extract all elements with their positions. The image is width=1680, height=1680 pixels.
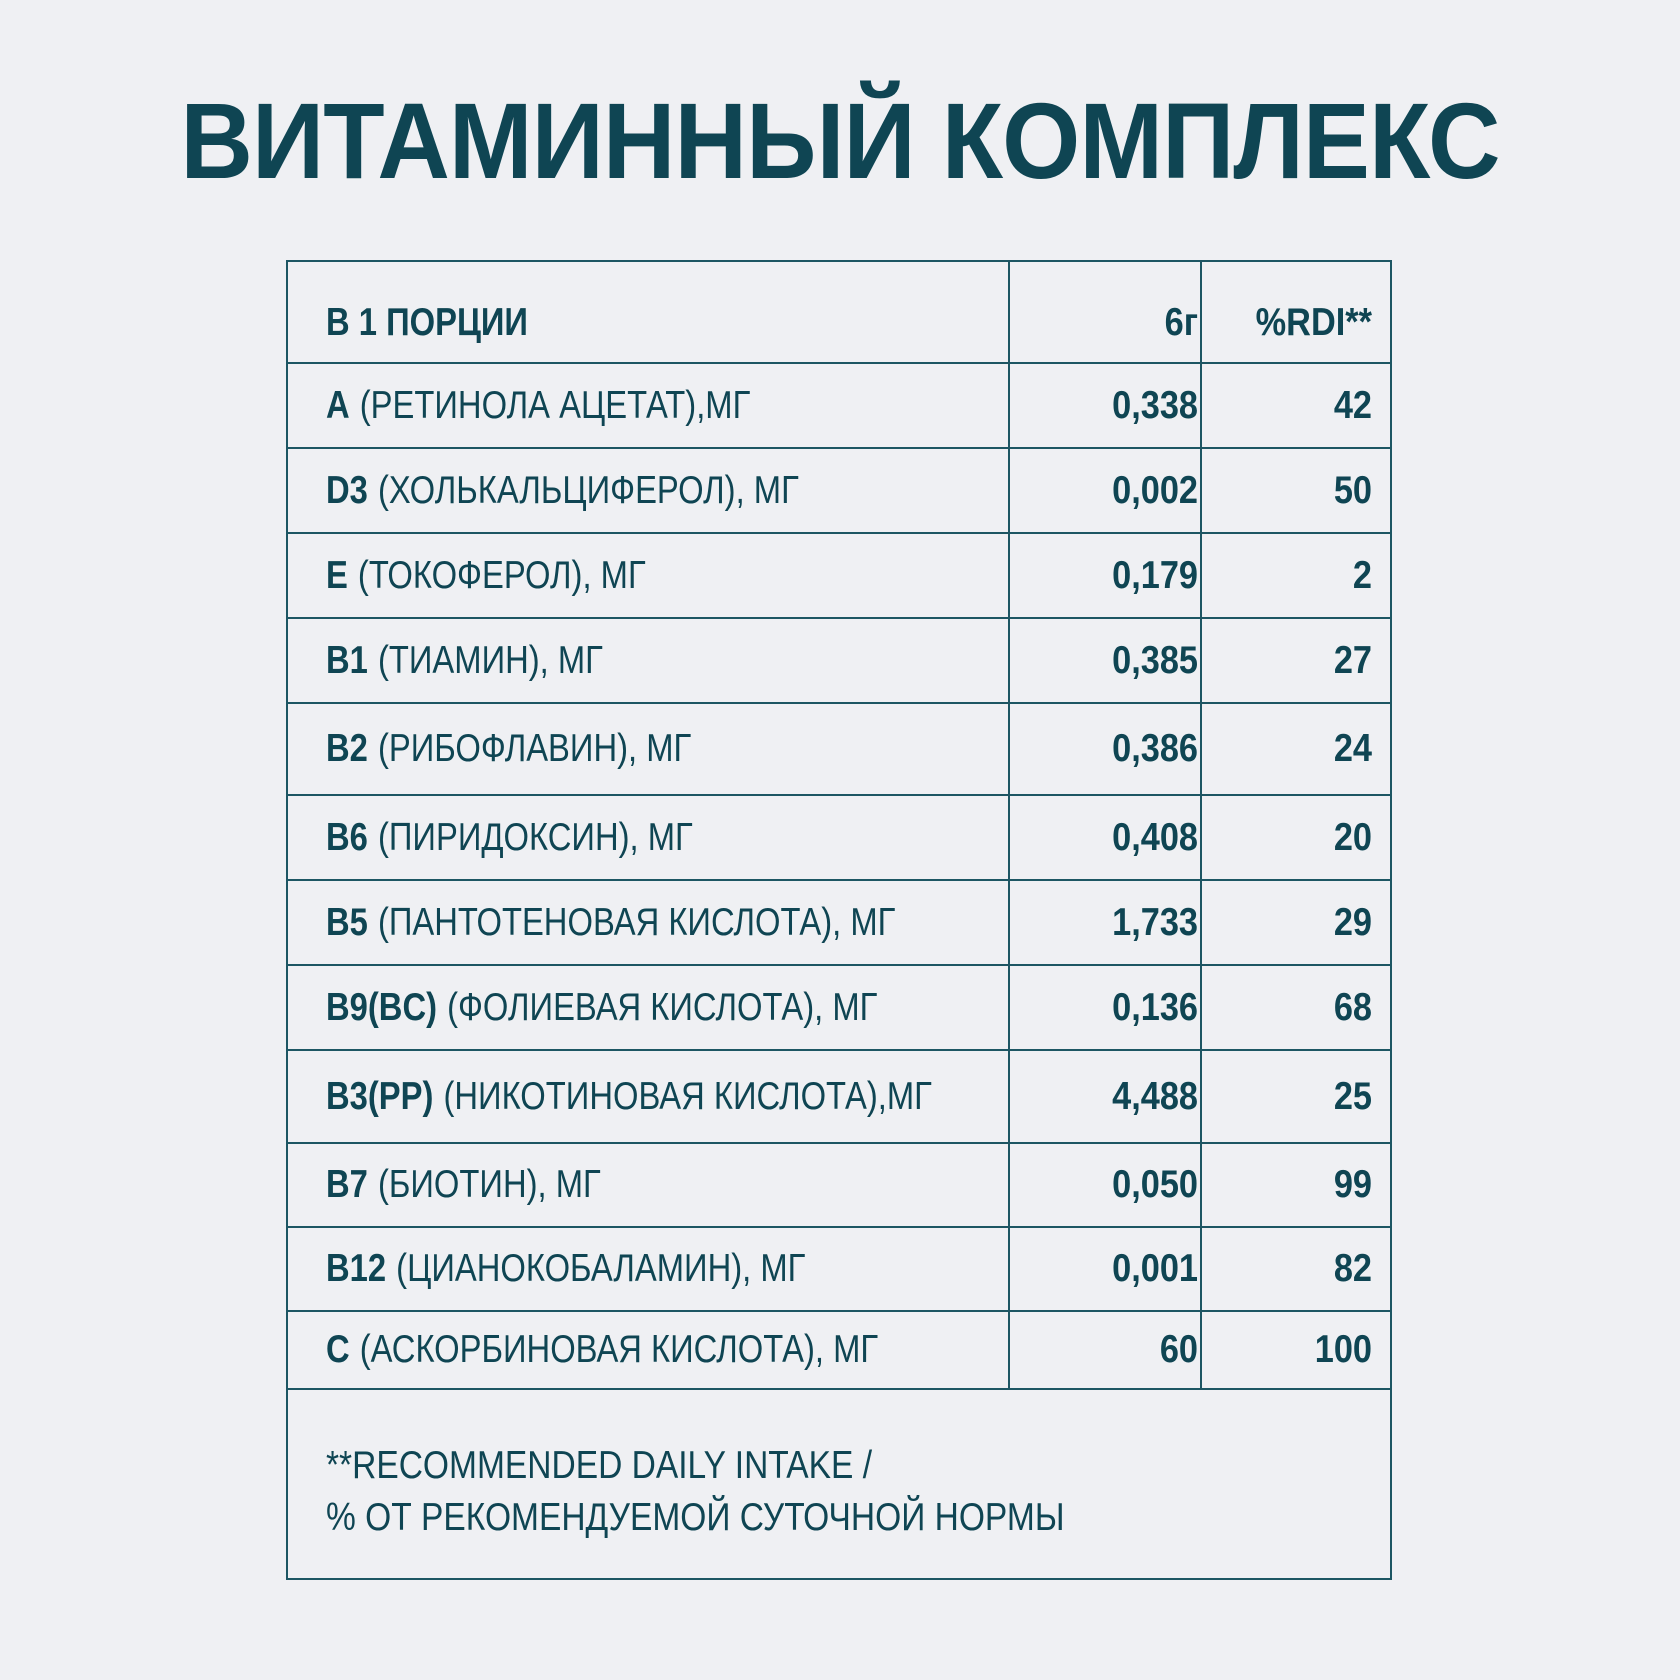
rdi-footnote: **RECOMMENDED DAILY INTAKE / % ОТ РЕКОМЕ…	[326, 1440, 1065, 1544]
nutrient-code: D3	[326, 468, 368, 512]
nutrient-code: B1	[326, 638, 368, 682]
table-row: C (АСКОРБИНОВАЯ КИСЛОТА), МГ 60 100	[288, 1312, 1390, 1390]
nutrient-rdi: 25	[1333, 1074, 1372, 1118]
nutrient-name: B9(BC) (ФОЛИЕВАЯ КИСЛОТА), МГ	[326, 966, 880, 1049]
nutrient-description: (ТОКОФЕРОЛ), МГ	[357, 553, 646, 597]
nutrient-quantity: 1,733	[1112, 900, 1198, 944]
nutrient-quantity: 0,050	[1112, 1163, 1198, 1206]
nutrient-quantity: 0,408	[1112, 815, 1198, 859]
nutrient-code: B6	[326, 815, 368, 859]
nutrient-rdi: 2	[1352, 553, 1372, 597]
nutrient-name: B12 (ЦИАНОКОБАЛАМИН), МГ	[326, 1228, 880, 1310]
nutrient-name: E (ТОКОФЕРОЛ), МГ	[326, 534, 880, 617]
nutrient-rdi: 100	[1314, 1328, 1372, 1371]
nutrient-rdi: 82	[1333, 1247, 1372, 1290]
nutrient-name: B3(PP) (НИКОТИНОВАЯ КИСЛОТА),МГ	[326, 1051, 932, 1142]
table-header-row: В 1 ПОРЦИИ 6г %RDI**	[288, 262, 1390, 364]
nutrient-code: A	[326, 383, 350, 427]
footnote-line-russian: % ОТ РЕКОМЕНДУЕМОЙ СУТОЧНОЙ НОРМЫ	[326, 1496, 1065, 1539]
table-row: B5 (ПАНТОТЕНОВАЯ КИСЛОТА), МГ 1,733 29	[288, 881, 1390, 966]
table-row: B6 (ПИРИДОКСИН), МГ 0,408 20	[288, 796, 1390, 881]
table-row: B9(BC) (ФОЛИЕВАЯ КИСЛОТА), МГ 0,136 68	[288, 966, 1390, 1051]
nutrient-quantity: 0,001	[1112, 1247, 1198, 1290]
nutrient-quantity: 0,179	[1112, 553, 1198, 597]
nutrient-quantity: 0,136	[1112, 985, 1198, 1029]
footnote-line-english: **RECOMMENDED DAILY INTAKE /	[326, 1444, 873, 1487]
nutrient-description: (ТИАМИН), МГ	[377, 638, 603, 682]
table-row: B3(PP) (НИКОТИНОВАЯ КИСЛОТА),МГ 4,488 25	[288, 1051, 1390, 1144]
table-row: E (ТОКОФЕРОЛ), МГ 0,179 2	[288, 534, 1390, 619]
header-qty-label: 6г	[1164, 301, 1198, 344]
column-divider-qty	[1008, 262, 1010, 1390]
nutrient-code: B7	[326, 1163, 368, 1206]
nutrient-name: D3 (ХОЛЬКАЛЬЦИФЕРОЛ), МГ	[326, 449, 880, 532]
table-row: A (РЕТИНОЛА АЦЕТАТ),МГ 0,338 42	[288, 364, 1390, 449]
nutrient-code: B9(BC)	[326, 985, 438, 1029]
nutrient-rdi: 27	[1333, 638, 1372, 682]
nutrient-quantity: 0,002	[1112, 468, 1198, 512]
nutrient-name: C (АСКОРБИНОВАЯ КИСЛОТА), МГ	[326, 1312, 880, 1388]
nutrient-name: B6 (ПИРИДОКСИН), МГ	[326, 796, 880, 879]
nutrient-description: (БИОТИН), МГ	[377, 1163, 601, 1206]
nutrient-quantity: 0,338	[1112, 383, 1198, 427]
nutrient-code: E	[326, 553, 348, 597]
nutrient-name: B7 (БИОТИН), МГ	[326, 1144, 880, 1226]
nutrient-code: B12	[326, 1247, 387, 1290]
table-row: B12 (ЦИАНОКОБАЛАМИН), МГ 0,001 82	[288, 1228, 1390, 1312]
nutrient-rdi: 99	[1333, 1163, 1372, 1206]
nutrient-rdi: 50	[1333, 468, 1372, 512]
nutrient-description: (ЦИАНОКОБАЛАМИН), МГ	[396, 1247, 806, 1290]
column-divider-rdi	[1200, 262, 1202, 1390]
nutrient-rdi: 24	[1333, 727, 1372, 770]
nutrient-quantity: 0,385	[1112, 638, 1198, 682]
nutrient-description: (ПИРИДОКСИН), МГ	[377, 815, 693, 859]
nutrient-code: B5	[326, 900, 368, 944]
table-row: B2 (РИБОФЛАВИН), МГ 0,386 24	[288, 704, 1390, 796]
nutrient-description: (ФОЛИЕВАЯ КИСЛОТА), МГ	[447, 985, 878, 1029]
table-row: B1 (ТИАМИН), МГ 0,385 27	[288, 619, 1390, 704]
nutrient-quantity: 60	[1159, 1328, 1198, 1371]
nutrient-description: (РИБОФЛАВИН), МГ	[377, 727, 692, 770]
vitamin-table: В 1 ПОРЦИИ 6г %RDI** A (РЕТИНОЛА АЦЕТАТ),…	[286, 260, 1392, 1580]
header-rdi-label: %RDI**	[1255, 301, 1372, 344]
nutrient-rdi: 42	[1333, 383, 1372, 427]
nutrient-description: (РЕТИНОЛА АЦЕТАТ),МГ	[359, 383, 751, 427]
nutrient-name: A (РЕТИНОЛА АЦЕТАТ),МГ	[326, 364, 880, 447]
nutrient-code: B3(PP)	[326, 1074, 434, 1118]
nutrient-rdi: 68	[1333, 985, 1372, 1029]
nutrient-name: B2 (РИБОФЛАВИН), МГ	[326, 704, 880, 794]
nutrient-rdi: 29	[1333, 900, 1372, 944]
nutrient-quantity: 0,386	[1112, 727, 1198, 770]
page-title: ВИТАМИННЫЙ КОМПЛЕКС	[180, 80, 1500, 201]
nutrient-name: B5 (ПАНТОТЕНОВАЯ КИСЛОТА), МГ	[326, 881, 895, 964]
nutrient-description: (ХОЛЬКАЛЬЦИФЕРОЛ), МГ	[377, 468, 799, 512]
nutrient-quantity: 4,488	[1112, 1074, 1198, 1118]
header-portion-label: В 1 ПОРЦИИ	[326, 301, 528, 344]
nutrient-rdi: 20	[1333, 815, 1372, 859]
nutrient-description: (НИКОТИНОВАЯ КИСЛОТА),МГ	[443, 1074, 932, 1118]
nutrient-code: C	[326, 1328, 350, 1371]
nutrient-description: (АСКОРБИНОВАЯ КИСЛОТА), МГ	[359, 1328, 879, 1371]
table-row: B7 (БИОТИН), МГ 0,050 99	[288, 1144, 1390, 1228]
nutrient-description: (ПАНТОТЕНОВАЯ КИСЛОТА), МГ	[377, 900, 896, 944]
nutrient-name: B1 (ТИАМИН), МГ	[326, 619, 880, 702]
table-row: D3 (ХОЛЬКАЛЬЦИФЕРОЛ), МГ 0,002 50	[288, 449, 1390, 534]
nutrient-code: B2	[326, 727, 368, 770]
